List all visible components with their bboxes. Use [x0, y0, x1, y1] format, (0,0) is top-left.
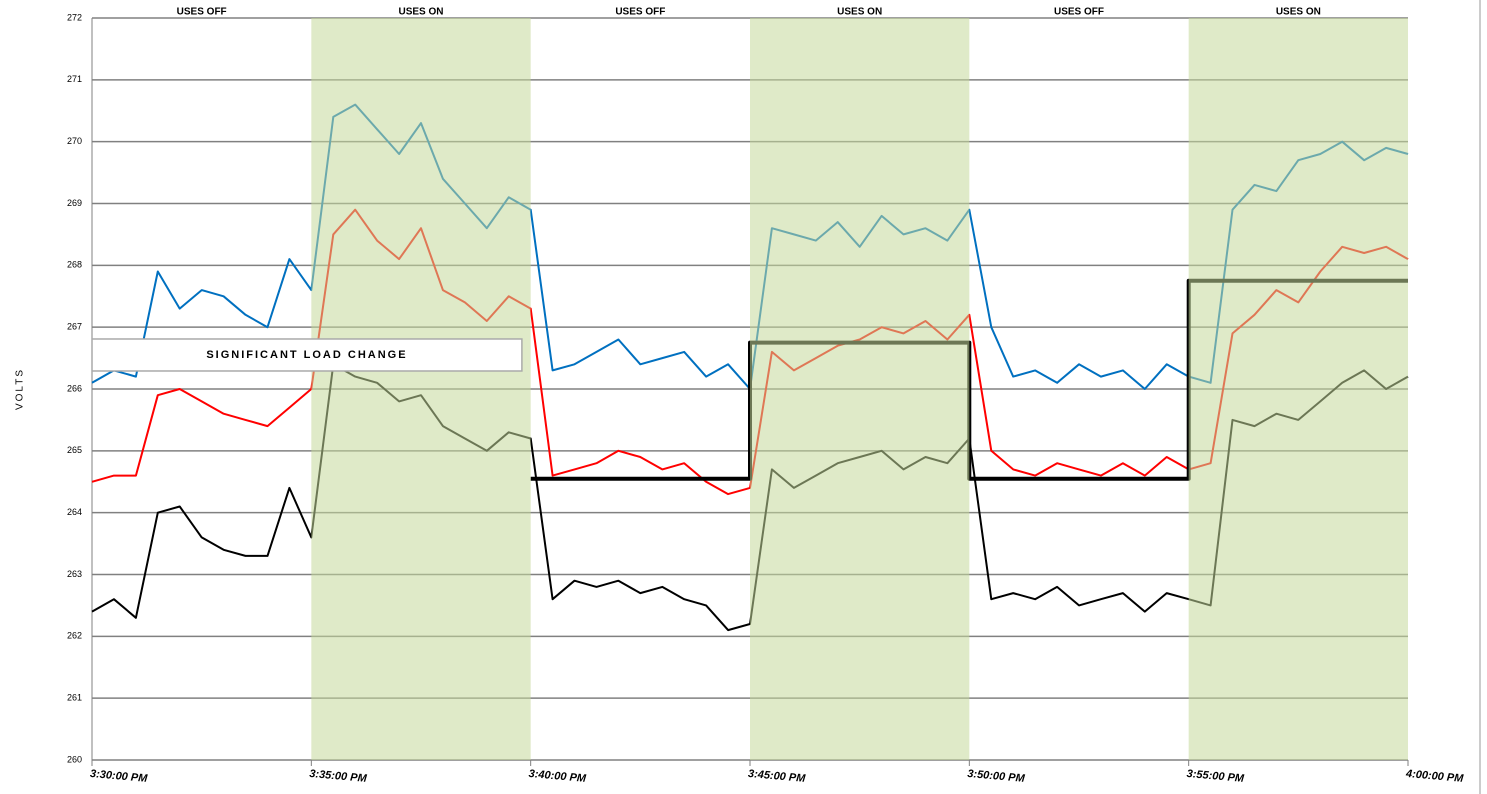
band-label: USES OFF	[177, 7, 227, 18]
y-tick-label: 272	[67, 12, 82, 22]
y-tick-label: 262	[67, 631, 82, 641]
x-tick-label: 3:40:00 PM	[528, 768, 587, 785]
annotation-box	[91, 338, 523, 372]
band-label: USES OFF	[615, 7, 665, 18]
y-tick-label: 266	[67, 383, 82, 393]
uses-on-band	[1188, 18, 1408, 760]
uses-on-band	[311, 18, 531, 760]
y-tick-label: 264	[67, 507, 82, 517]
y-tick-label: 270	[67, 136, 82, 146]
y-tick-label: 263	[67, 569, 82, 579]
band-label: USES ON	[1276, 7, 1321, 18]
x-tick-label: 3:50:00 PM	[967, 768, 1026, 785]
y-tick-label: 268	[67, 260, 82, 270]
x-tick-label: 3:35:00 PM	[309, 768, 368, 785]
y-tick-label: 269	[67, 198, 82, 208]
band-label: USES OFF	[1054, 7, 1104, 18]
y-axis-label: VOLTS	[15, 368, 26, 410]
x-tick-label: 3:45:00 PM	[747, 768, 806, 785]
x-tick-label: 3:30:00 PM	[89, 768, 148, 785]
x-tick-label: 4:00:00 PM	[1404, 768, 1464, 785]
annotation-text: SIGNIFICANT LOAD CHANGE	[206, 349, 407, 361]
band-label: USES ON	[398, 7, 443, 18]
y-tick-label: 265	[67, 445, 82, 455]
uses-on-band	[750, 18, 970, 760]
y-tick-label: 271	[67, 74, 82, 84]
x-tick-label: 3:55:00 PM	[1186, 768, 1245, 785]
y-tick-label: 267	[67, 322, 82, 332]
band-label: USES ON	[837, 7, 882, 18]
y-tick-label: 261	[67, 693, 82, 703]
y-tick-label: 260	[67, 754, 82, 764]
